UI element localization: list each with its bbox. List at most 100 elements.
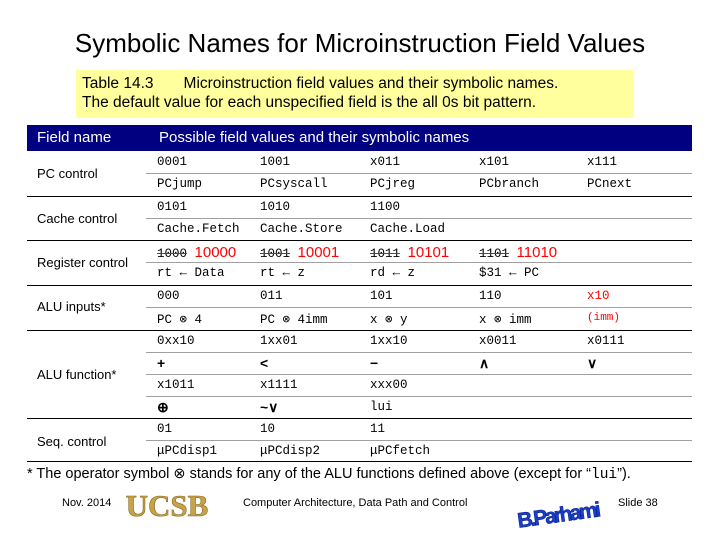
caption-table-title: Microinstruction field values and their … — [183, 75, 559, 92]
aluin-name-3: x ⊗ y — [370, 313, 408, 327]
pc-name-2: PCsyscall — [260, 177, 328, 191]
seq-name-3: μPCfetch — [370, 444, 431, 458]
pc-code-1: 0001 — [157, 155, 188, 169]
label-cache-control: Cache control — [37, 211, 118, 226]
label-alu-inputs: ALU inputs* — [37, 299, 106, 314]
reg-old-code-3: 1011 — [370, 247, 401, 261]
row-line — [146, 218, 692, 219]
seq-code-3: 11 — [370, 422, 386, 436]
row-line — [146, 440, 692, 441]
separator-line — [27, 330, 692, 331]
alufn-op-sub: − — [370, 355, 379, 371]
cache-name-1: Cache.Fetch — [157, 222, 240, 236]
separator-line — [27, 285, 692, 286]
reg-code-1: 1000 10000 — [157, 244, 236, 261]
values-grid — [146, 151, 692, 461]
pc-code-2: 1001 — [260, 155, 291, 169]
seq-code-2: 10 — [260, 422, 276, 436]
reg-name-4: $31 ← PC — [479, 266, 540, 280]
table-caption: Table 14.3 Microinstruction field values … — [76, 70, 634, 118]
reg-old-code-1: 1000 — [157, 247, 188, 261]
aluin-name-1: PC ⊗ 4 — [157, 313, 203, 327]
reg-old-code-4: 1101 — [479, 247, 510, 261]
ucsb-logo: UCSB — [120, 488, 215, 522]
alufn-code-3: 1xx10 — [370, 334, 408, 348]
alufn-code-6: x1011 — [157, 378, 195, 392]
reg-new-code-2: 10001 — [297, 244, 340, 261]
alufn-code-5: x0111 — [587, 334, 625, 348]
alufn-op-and: ∧ — [479, 355, 490, 371]
pc-code-5: x111 — [587, 155, 618, 169]
footer-date: Nov. 2014 — [62, 497, 112, 509]
reg-code-4: 1101 11010 — [479, 244, 557, 261]
field-name-column — [27, 151, 146, 461]
row-line — [146, 307, 692, 308]
aluin-name-5: (imm) — [587, 312, 621, 324]
pc-name-1: PCjump — [157, 177, 203, 191]
reg-name-3: rd ← z — [370, 266, 416, 280]
caption-line-1: Table 14.3 Microinstruction field values … — [82, 74, 634, 93]
aluin-name-2: PC ⊗ 4imm — [260, 313, 328, 327]
row-line — [146, 374, 692, 375]
aluin-code-2: 011 — [260, 289, 283, 303]
label-pc-control: PC control — [37, 166, 98, 181]
cache-code-3: 1100 — [370, 200, 401, 214]
alufn-op-nor: ~∨ — [260, 399, 279, 415]
separator-line — [27, 196, 692, 197]
reg-code-2: 1001 10001 — [260, 244, 339, 261]
footer-course: Computer Architecture, Data Path and Con… — [243, 497, 468, 509]
header-field-name: Field name — [37, 129, 112, 146]
reg-new-code-1: 10000 — [194, 244, 237, 261]
slide-title: Symbolic Names for Microinstruction Fiel… — [74, 28, 646, 58]
alufn-op-lui: lui — [370, 400, 393, 414]
header-possible-values: Possible field values and their symbolic… — [159, 129, 470, 146]
row-line — [146, 396, 692, 397]
pc-name-5: PCnext — [587, 177, 633, 191]
slide-number: Slide 38 — [618, 497, 658, 509]
reg-name-2: rt ← z — [260, 266, 306, 280]
pc-code-3: x011 — [370, 155, 401, 169]
seq-code-1: 01 — [157, 422, 173, 436]
separator-line — [27, 418, 692, 419]
caption-line-2: The default value for each unspecified f… — [82, 94, 537, 111]
alufn-op-xor: ⊕ — [157, 399, 169, 415]
separator-line — [27, 240, 692, 241]
pc-name-4: PCbranch — [479, 177, 540, 191]
alufn-op-or: ∨ — [587, 355, 598, 371]
cache-name-3: Cache.Load — [370, 222, 446, 236]
alufn-code-1: 0xx10 — [157, 334, 195, 348]
row-line — [146, 352, 692, 353]
caption-table-number: Table 14.3 — [82, 75, 154, 92]
row-line — [146, 262, 692, 263]
aluin-code-1: 000 — [157, 289, 180, 303]
alufn-code-4: x0011 — [479, 334, 517, 348]
footnote-end: ”). — [617, 466, 631, 482]
reg-new-code-4: 11010 — [516, 244, 558, 261]
seq-name-2: μPCdisp2 — [260, 444, 321, 458]
parhami-logo-text: B.Parhami — [516, 498, 602, 532]
alufn-code-7: x1111 — [260, 378, 298, 392]
reg-name-1: rt ← Data — [157, 266, 225, 280]
pc-name-3: PCjreg — [370, 177, 416, 191]
reg-old-code-2: 1001 — [260, 247, 291, 261]
reg-new-code-3: 10101 — [407, 244, 450, 261]
alufn-op-lt: < — [260, 355, 269, 371]
alufn-op-add: + — [157, 355, 166, 371]
aluin-name-4: x ⊗ imm — [479, 313, 532, 327]
alufn-code-8: xxx00 — [370, 378, 408, 392]
row-line — [146, 173, 692, 174]
cache-code-2: 1010 — [260, 200, 291, 214]
aluin-code-4: 110 — [479, 289, 502, 303]
label-seq-control: Seq. control — [37, 434, 107, 449]
separator-line — [27, 461, 692, 462]
table-header: Field name Possible field values and the… — [27, 125, 692, 151]
cache-name-2: Cache.Store — [260, 222, 343, 236]
ucsb-logo-text: UCSB — [126, 488, 209, 522]
alufn-code-2: 1xx01 — [260, 334, 298, 348]
label-register-control: Register control — [37, 255, 129, 270]
aluin-code-5: x10 — [587, 289, 610, 303]
label-alu-function: ALU function* — [37, 367, 117, 382]
aluin-code-3: 101 — [370, 289, 393, 303]
seq-name-1: μPCdisp1 — [157, 444, 218, 458]
reg-code-3: 1011 10101 — [370, 244, 449, 261]
